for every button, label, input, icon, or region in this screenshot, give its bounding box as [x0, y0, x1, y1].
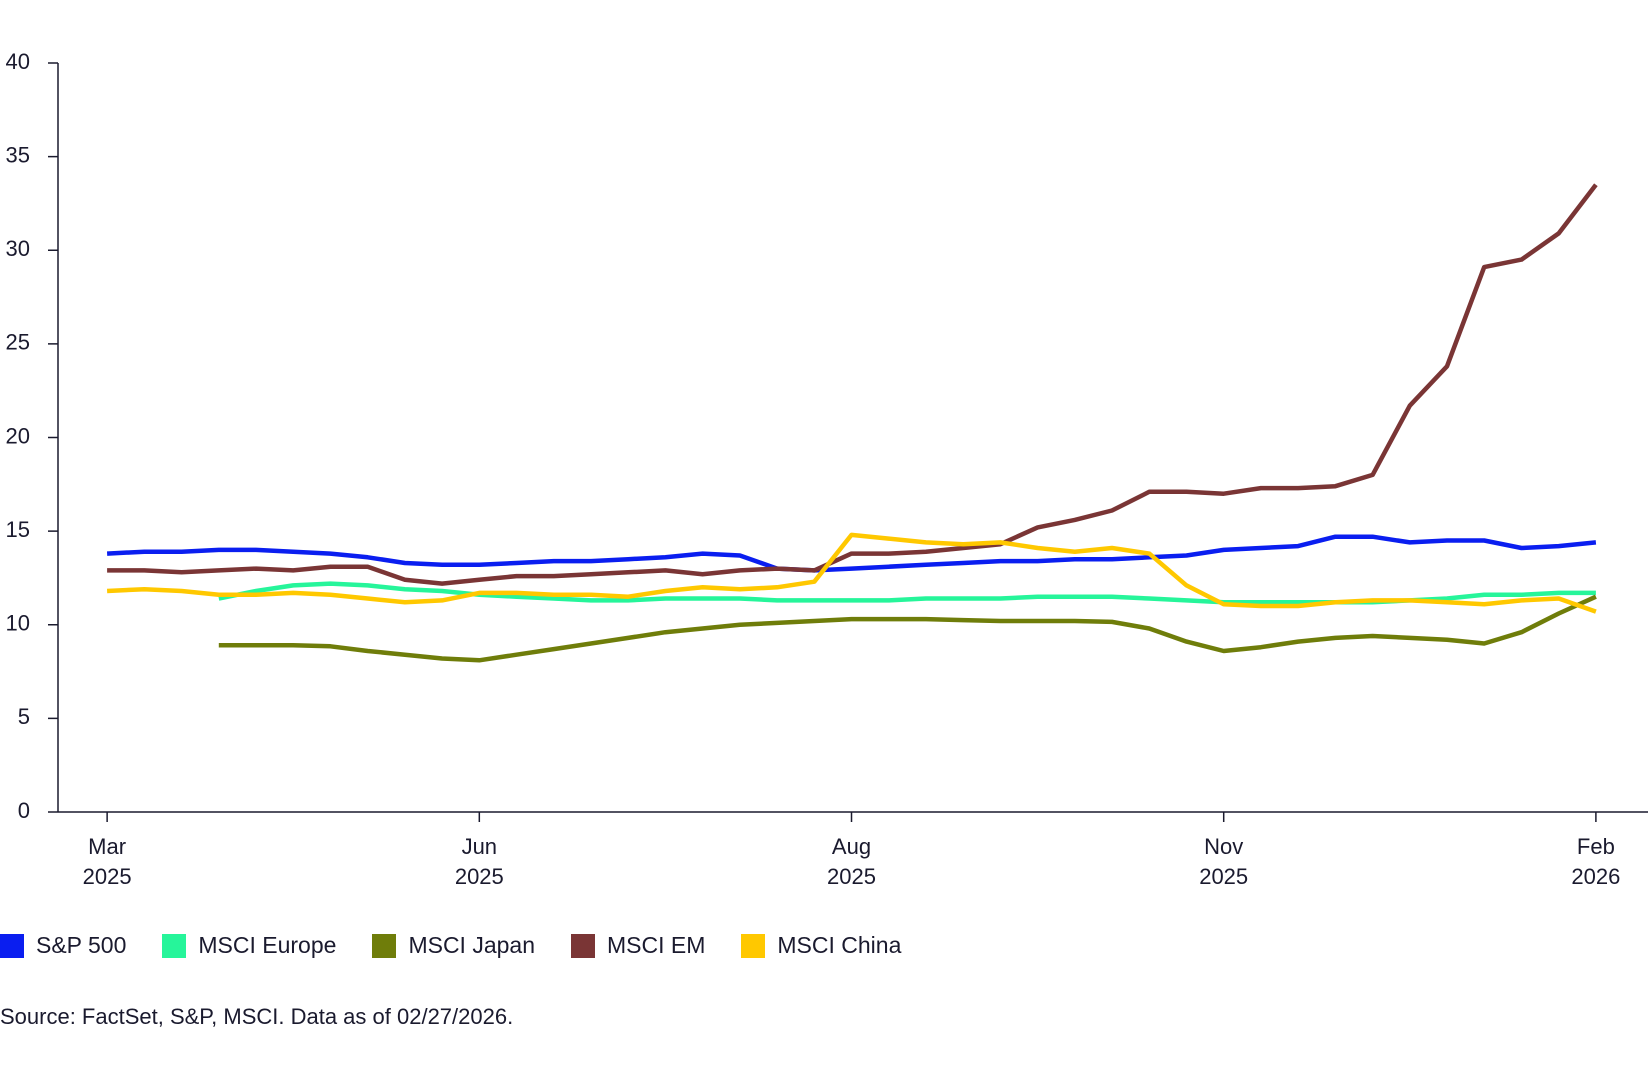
- legend-label: MSCI Europe: [198, 932, 337, 958]
- legend-swatch: [741, 933, 766, 958]
- y-tick-label: 15: [6, 517, 30, 542]
- series-line: [218, 594, 1597, 663]
- series-line: [106, 534, 1597, 573]
- y-tick-label: 20: [6, 423, 30, 448]
- legend-swatch: [0, 933, 24, 958]
- legend-item: MSCI EM: [571, 932, 705, 959]
- y-tick-label: 25: [6, 330, 30, 355]
- legend-item: S&P 500: [0, 932, 126, 959]
- x-tick-label: Aug 2025: [827, 834, 876, 889]
- legend-label: MSCI Japan: [408, 932, 535, 958]
- series-line: [106, 532, 1597, 614]
- legend-item: MSCI Europe: [162, 932, 336, 959]
- source-note: Source: FactSet, S&P, MSCI. Data as of 0…: [0, 1004, 514, 1029]
- y-tick-label: 10: [6, 611, 30, 636]
- y-tick-label: 5: [18, 704, 30, 729]
- x-tick-label: Jun 2025: [454, 834, 504, 889]
- series-line: [107, 183, 1598, 586]
- legend-swatch: [372, 933, 397, 958]
- y-tick-label: 40: [6, 49, 30, 74]
- y-tick-label: 0: [18, 798, 30, 823]
- legend-label: MSCI China: [777, 932, 902, 958]
- legend: S&P 500 MSCI Europe MSCI Japan MSCI EM MSCI …: [0, 932, 901, 959]
- y-tick-label: 30: [6, 236, 30, 261]
- legend-swatch: [162, 933, 187, 958]
- x-tick-label: Mar 2025: [82, 834, 132, 889]
- x-tick-label: Nov 2025: [1199, 834, 1249, 889]
- legend-label: MSCI EM: [607, 932, 706, 958]
- legend-item: MSCI China: [741, 932, 901, 959]
- y-tick-label: 35: [6, 142, 30, 167]
- legend-swatch: [571, 933, 595, 958]
- legend-item: MSCI Japan: [372, 932, 535, 959]
- legend-label: S&P 500: [36, 932, 127, 958]
- x-tick-label: Feb 2026: [1571, 834, 1621, 889]
